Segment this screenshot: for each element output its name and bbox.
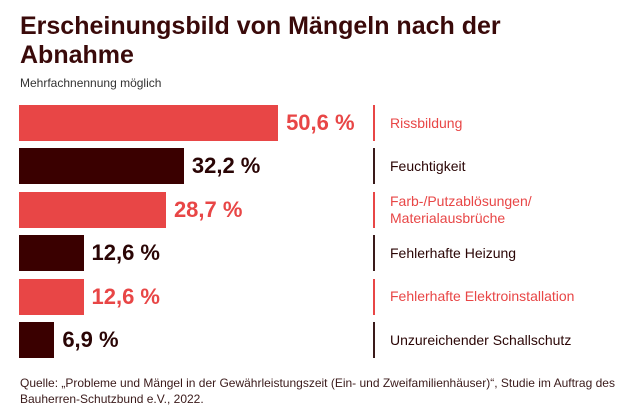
bar	[19, 148, 184, 185]
source-note: Quelle: „Probleme und Mängel in der Gewä…	[20, 376, 615, 406]
bar-row: 12,6 % Fehlerhafte Heizung	[0, 235, 630, 272]
bar	[19, 278, 84, 315]
divider	[373, 235, 375, 272]
value-label: 6,9 %	[62, 327, 119, 352]
divider	[373, 148, 375, 185]
bar-row: 12,6 % Fehlerhafte Elektroinstallation	[0, 278, 630, 316]
chart-subtitle: Mehrfachnennung möglich	[20, 76, 162, 90]
bar-row: 6,9 % Unzureichender Schallschutz	[0, 322, 630, 359]
bar-row: 28,7 % Farb-/Putzablösungen/ Materialaus…	[0, 191, 630, 229]
bar	[19, 105, 279, 141]
divider	[373, 105, 375, 141]
category-label: Feuchtigkeit	[390, 157, 466, 174]
value-label: 50,6 %	[286, 110, 355, 135]
category-label: Rissbildung	[390, 114, 463, 131]
value-label: 12,6 %	[91, 240, 161, 266]
category-label: Unzureichender Schallschutz	[390, 331, 572, 348]
bar	[19, 191, 166, 228]
value-label: 28,7 %	[173, 196, 243, 222]
bar	[19, 322, 55, 358]
chart-title: Erscheinungsbild von Mängeln nach der Ab…	[20, 12, 501, 69]
bar	[19, 235, 84, 272]
divider	[373, 278, 375, 315]
category-label: Fehlerhafte Heizung	[390, 244, 517, 261]
divider	[373, 322, 375, 358]
category-label: Fehlerhafte Elektroinstallation	[390, 288, 575, 305]
bar-row: 50,6 % Rissbildung	[0, 105, 630, 142]
value-label: 32,2 %	[191, 153, 261, 179]
divider	[373, 191, 375, 228]
bar-row: 32,2 % Feuchtigkeit	[0, 148, 630, 185]
value-label: 12,6 %	[91, 283, 161, 309]
category-label: Farb-/Putzablösungen/ Materialausbrüche	[390, 192, 532, 226]
